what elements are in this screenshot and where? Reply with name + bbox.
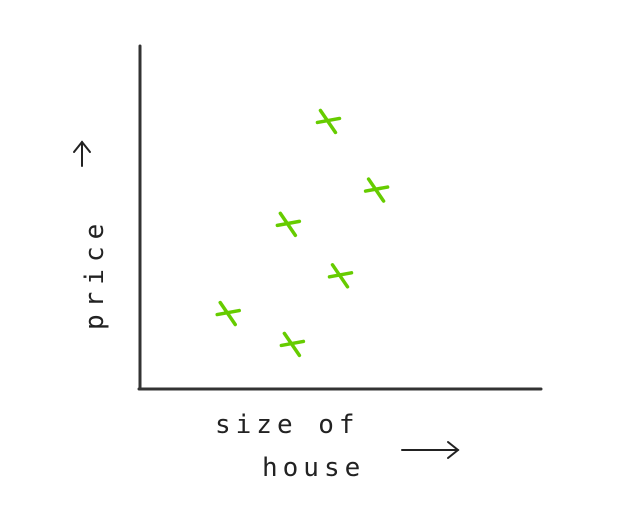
data-points <box>215 108 390 358</box>
data-point <box>279 331 306 358</box>
data-point <box>363 177 390 203</box>
data-point <box>215 300 241 327</box>
y-axis-label: price <box>80 217 110 330</box>
y-axis-label-group: price <box>73 140 110 330</box>
y-axis-arrow-icon <box>73 140 91 167</box>
x-axis-arrow-icon <box>401 441 460 459</box>
x-axis-label-line-1: size of <box>215 410 360 440</box>
data-point <box>327 263 354 289</box>
x-axis-label-line-2: house <box>262 453 365 483</box>
data-point <box>315 108 342 135</box>
x-axis-label: size of house <box>215 410 380 483</box>
x-axis-label-group: size of house <box>215 410 460 483</box>
data-point <box>275 211 302 238</box>
